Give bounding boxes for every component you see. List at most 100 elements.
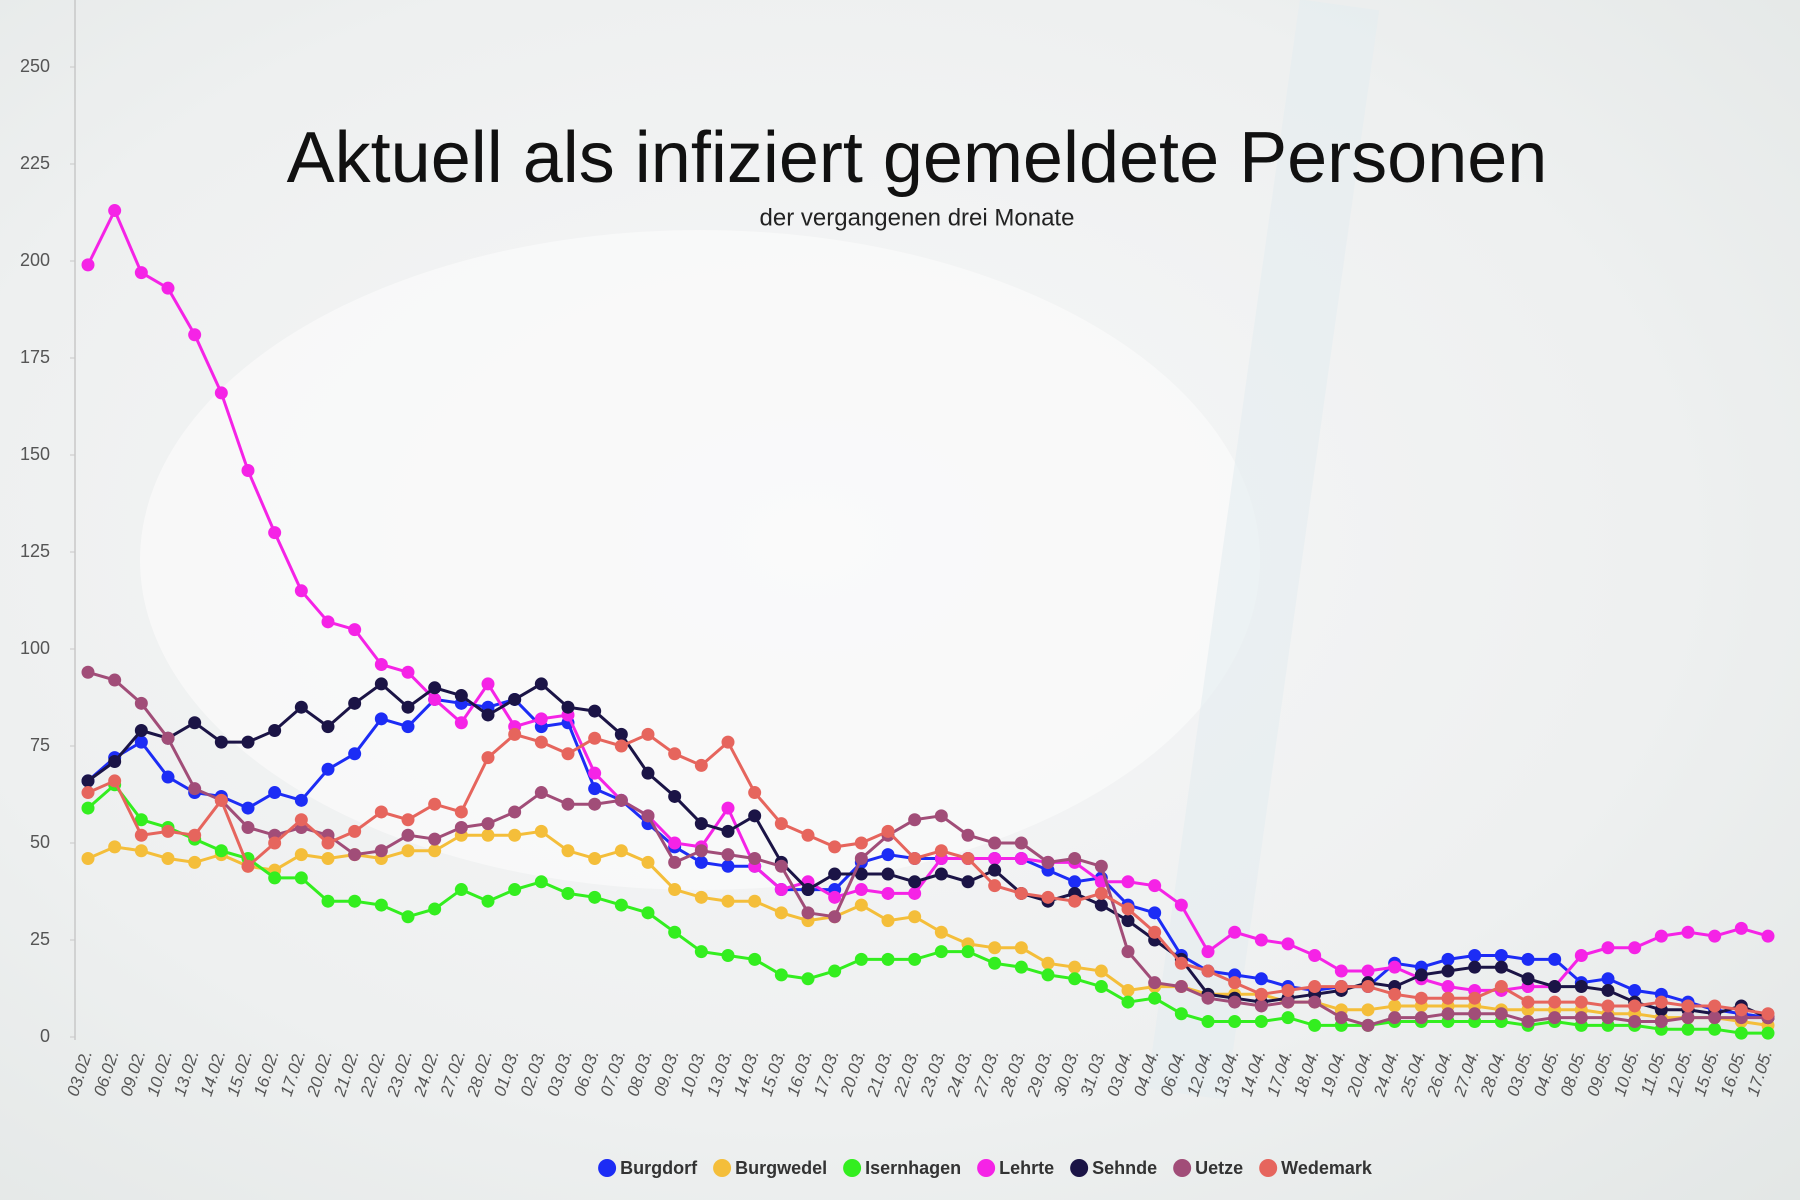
data-point [1281,995,1295,1009]
data-point [481,751,495,765]
data-point [1254,987,1268,1001]
data-point [961,852,975,866]
data-point [508,692,522,706]
data-point [1228,995,1242,1009]
data-point [1228,976,1242,990]
data-point [1308,949,1322,963]
data-point [641,727,655,741]
data-point [828,964,842,978]
data-point [1548,952,1562,966]
data-point [401,844,415,858]
data-point [508,883,522,897]
data-point [134,828,148,842]
data-point [1628,1014,1642,1028]
data-point [294,813,308,827]
data-point [1334,964,1348,978]
data-point [1014,960,1028,974]
data-point [534,875,548,889]
data-point [1228,1014,1242,1028]
data-point [1094,859,1108,873]
data-point [1441,1007,1455,1021]
data-point [748,809,762,823]
data-point [588,704,602,718]
data-point [534,786,548,800]
series-line [87,782,1768,1035]
data-point [348,747,362,761]
data-point [774,968,788,982]
data-point [1414,968,1428,982]
data-point [1014,886,1028,900]
data-point [268,836,282,850]
data-point [1148,879,1162,893]
data-point [614,793,628,807]
data-point [134,735,148,749]
data-point [1628,941,1642,955]
data-point [694,890,708,904]
legend-item: Isernhagen [843,1158,961,1178]
data-point [1388,1011,1402,1025]
data-point [694,758,708,772]
data-point [1201,991,1215,1005]
data-point [268,786,282,800]
data-point [321,852,335,866]
data-point [828,890,842,904]
data-point [1521,995,1535,1009]
data-point [81,852,95,866]
data-point [908,813,922,827]
data-point [214,386,228,400]
legend-marker [977,1159,996,1177]
data-point [1708,1022,1722,1036]
data-point [428,797,442,811]
data-point [348,696,362,710]
data-point [588,852,602,866]
data-point [694,855,708,869]
data-point [1361,1003,1375,1017]
data-point [854,852,868,866]
series-line [87,829,1769,1027]
data-point [81,774,95,788]
data-point [1468,991,1482,1005]
legend-marker [1070,1159,1089,1177]
data-point [1094,980,1108,994]
data-point [508,828,522,842]
data-point [881,824,895,838]
data-point [161,824,175,838]
data-point [668,789,682,803]
data-point [1281,1011,1295,1025]
data-point [854,898,868,912]
data-point [774,906,788,920]
series-line [87,681,1769,1019]
data-point [881,952,895,966]
data-point [1681,1011,1695,1025]
data-point [1174,980,1188,994]
data-point [214,793,228,807]
legend-marker [843,1159,862,1177]
data-point [588,731,602,745]
data-point [1708,929,1722,943]
series-line [87,697,1769,1020]
legend-item: Burgdorf [598,1158,698,1178]
y-tick-label: 150 [20,444,50,464]
data-point [1654,1014,1668,1028]
data-point [828,840,842,854]
data-point [934,925,948,939]
data-point [481,708,495,722]
data-point [428,692,442,706]
data-point [401,828,415,842]
legend-item: Uetze [1173,1158,1243,1178]
data-point [1548,995,1562,1009]
data-point [321,894,335,908]
legend-marker [1259,1159,1278,1177]
data-point [134,723,148,737]
data-point [1308,1018,1322,1032]
data-point [1521,972,1535,986]
data-point [1388,960,1402,974]
data-point [294,848,308,862]
data-point [1228,925,1242,939]
data-point [1281,937,1295,951]
data-point [401,910,415,924]
data-point [134,266,148,280]
data-point [508,805,522,819]
data-point [1548,980,1562,994]
data-point [1361,964,1375,978]
